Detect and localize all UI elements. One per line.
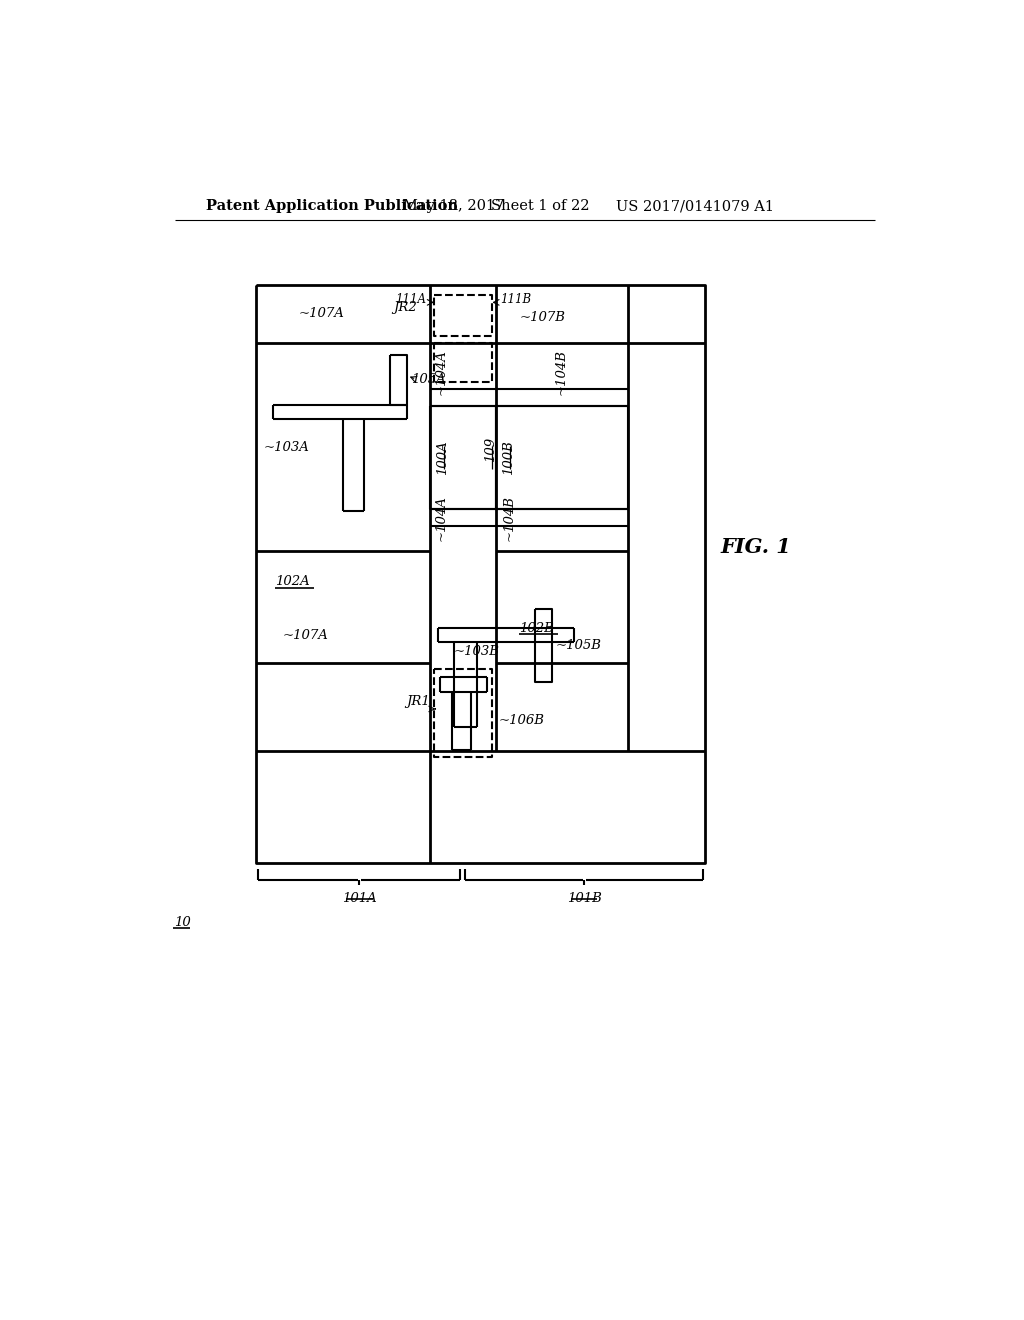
Text: ~106B: ~106B: [499, 714, 545, 727]
Text: US 2017/0141079 A1: US 2017/0141079 A1: [616, 199, 774, 213]
Text: 102B: 102B: [519, 622, 554, 635]
Text: 109: 109: [484, 437, 498, 462]
Text: 100B: 100B: [503, 440, 515, 475]
Text: 111A: 111A: [395, 293, 426, 306]
Text: ~107A: ~107A: [283, 630, 329, 643]
Text: JR2: JR2: [393, 301, 417, 314]
Text: ~103A: ~103A: [263, 441, 309, 454]
Text: 100A: 100A: [436, 440, 450, 474]
Text: May 18, 2017: May 18, 2017: [403, 199, 505, 213]
Text: ~104A: ~104A: [434, 350, 447, 396]
Text: 111B: 111B: [500, 293, 531, 306]
Text: ~104B: ~104B: [554, 350, 567, 396]
Text: ~103B: ~103B: [454, 644, 500, 657]
Text: FIG. 1: FIG. 1: [720, 537, 792, 557]
Text: JR1: JR1: [407, 694, 430, 708]
Text: ~107A: ~107A: [299, 308, 344, 321]
Text: 105A: 105A: [411, 372, 445, 385]
Text: ~105B: ~105B: [556, 639, 602, 652]
Text: ~104B: ~104B: [503, 495, 515, 541]
Text: 101B: 101B: [566, 892, 601, 906]
Text: ~104A: ~104A: [434, 495, 447, 541]
Text: ~107B: ~107B: [519, 312, 565, 325]
Text: 102A: 102A: [275, 576, 310, 589]
Text: 10: 10: [174, 916, 191, 929]
Text: 101A: 101A: [342, 892, 377, 906]
Text: Sheet 1 of 22: Sheet 1 of 22: [490, 199, 589, 213]
Text: Patent Application Publication: Patent Application Publication: [206, 199, 458, 213]
